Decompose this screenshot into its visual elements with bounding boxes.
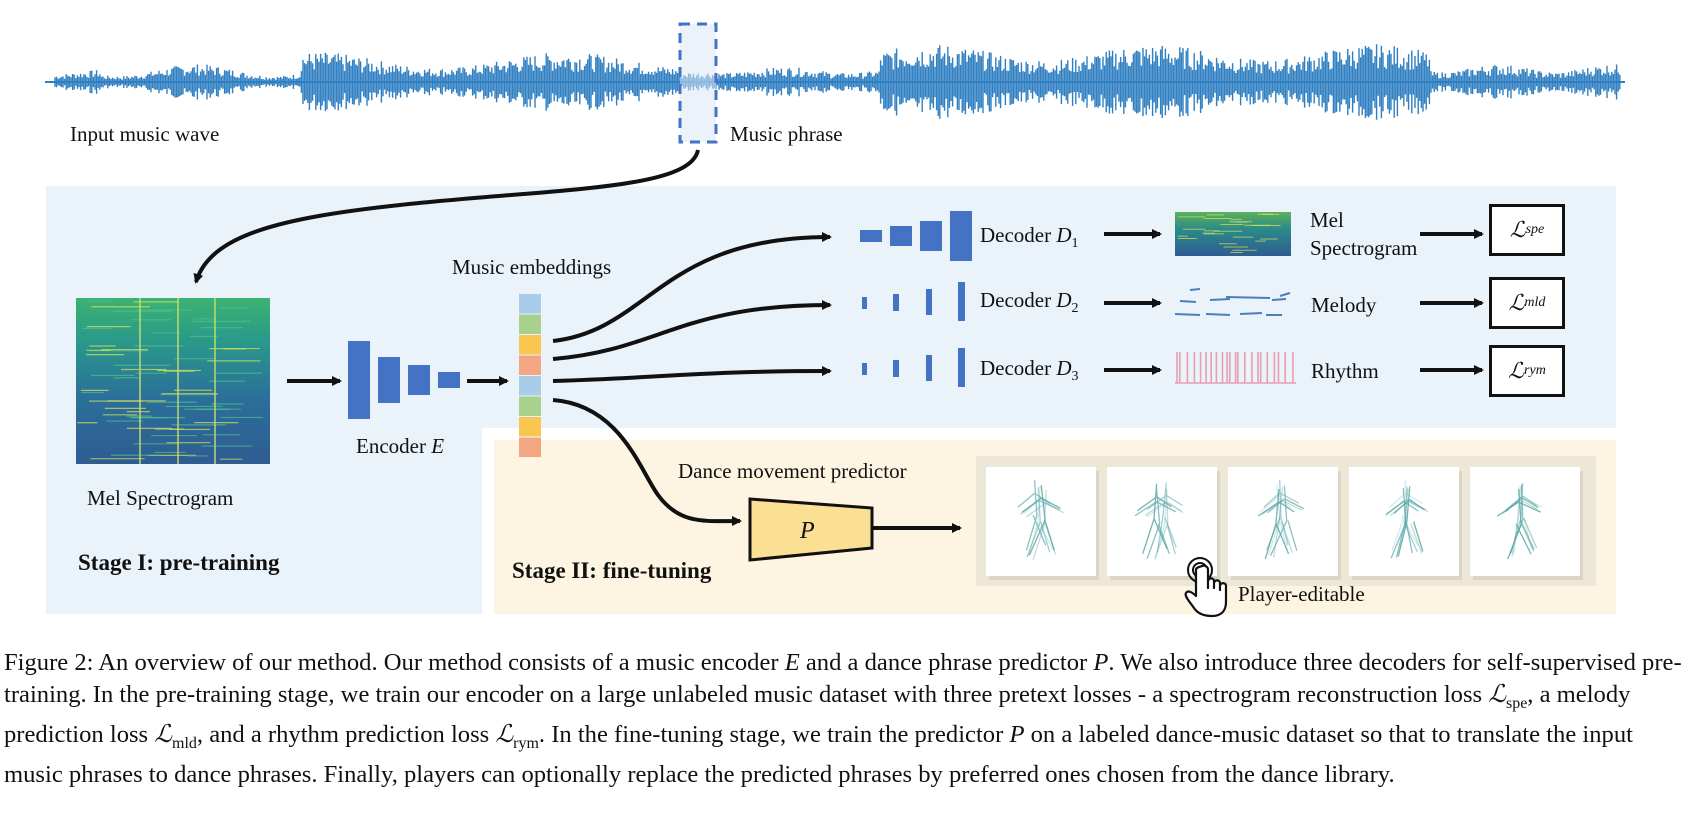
output-mel-spectrogram — [1175, 212, 1291, 256]
caption-symbol-P2: P — [1009, 720, 1025, 748]
decoder-1-label: Decoder D1 — [980, 223, 1079, 252]
embedding-cell — [519, 294, 541, 314]
output-3-label: Rhythm — [1311, 359, 1379, 383]
decoder-3-index: 3 — [1071, 369, 1079, 385]
decoder-1-index: 1 — [1071, 236, 1079, 252]
caption-loss-spe: ℒ — [1488, 680, 1506, 708]
dance-card[interactable] — [1349, 467, 1459, 576]
decoder-1-text: Decoder — [980, 223, 1052, 247]
loss-rym-sub: rym — [1524, 363, 1546, 378]
caption-symbol-P: P — [1093, 649, 1109, 676]
decoder-2-label: Decoder D2 — [980, 288, 1079, 317]
output-1-label-line2: Spectrogram — [1310, 236, 1418, 260]
arrow-to-decoder-1 — [552, 232, 832, 343]
loss-spe-symbol: ℒ — [1509, 217, 1526, 242]
loss-mld-symbol: ℒ — [1508, 290, 1525, 315]
embedding-cell — [519, 396, 541, 416]
encoder-block-diagram — [348, 341, 460, 419]
method-figure: Input music wave Music phrase Music embe… — [45, 22, 1625, 618]
caption-part-4: , a melody prediction loss — [4, 680, 1631, 748]
decoder-2-index: 2 — [1071, 301, 1079, 317]
encoder-symbol: E — [431, 434, 445, 458]
predictor-symbol: P — [800, 518, 815, 544]
embedding-cell — [519, 335, 541, 355]
phrase-to-spectrogram-arrow — [193, 149, 700, 284]
caption-symbol-E: E — [784, 649, 800, 676]
decoder-3-symbol: D — [1056, 356, 1072, 380]
decoder-3-blocks — [862, 348, 965, 387]
caption-part-7: on a labeled dance-music dataset so that… — [4, 720, 1633, 789]
output-1-label-line1: Mel — [1310, 208, 1344, 232]
music-phrase-box — [678, 22, 718, 144]
music-phrase-label: Music phrase — [730, 122, 843, 146]
caption-loss-mld-sub: mld — [172, 734, 197, 752]
dance-card[interactable] — [986, 467, 1096, 576]
dance-predictor-label: Dance movement predictor — [678, 459, 907, 483]
input-music-wave-label: Input music wave — [70, 122, 220, 146]
figure-canvas — [45, 22, 1625, 618]
player-editable-label: Player-editable — [1238, 582, 1365, 606]
embedding-cell — [519, 314, 541, 334]
predictor-block — [748, 497, 874, 562]
stage1-title: Stage I: pre-training — [78, 550, 280, 575]
caption-loss-spe-sub: spe — [1505, 694, 1528, 712]
melody-output-plot — [1174, 288, 1291, 316]
input-mel-spectrogram — [76, 298, 270, 464]
music-waveform — [45, 44, 1625, 120]
embedding-cell — [519, 355, 541, 375]
encoder-text: Encoder — [356, 434, 426, 458]
caption-part-6: . In the fine-tuning stage, we train the… — [538, 720, 1010, 748]
stage2-title: Stage II: fine-tuning — [512, 558, 712, 583]
arrow-to-decoder-2 — [552, 300, 832, 361]
arrow-to-predictor — [552, 398, 742, 527]
loss-mld-sub: mld — [1524, 295, 1546, 310]
caption-loss-rym: ℒ — [495, 720, 514, 748]
encoder-label: Encoder E — [356, 434, 444, 459]
loss-spe-sub: spe — [1525, 222, 1545, 237]
embedding-cell — [519, 417, 541, 437]
hand-pointer-icon — [1184, 557, 1228, 618]
mel-spectrogram-label: Mel Spectrogram — [87, 486, 234, 510]
decoder-3-label: Decoder D3 — [980, 356, 1079, 385]
caption-part-5: , and a rhythm prediction loss — [196, 720, 496, 748]
decoder-3-text: Decoder — [980, 356, 1052, 380]
arrow-to-decoder-3 — [552, 366, 832, 383]
decoder-2-blocks — [862, 282, 965, 321]
caption-part-1: Figure 2: An overview of our method. Our… — [4, 649, 785, 676]
dance-card[interactable] — [1228, 467, 1338, 576]
embedding-cell — [519, 376, 541, 396]
decoder-1-blocks — [860, 211, 972, 261]
rhythm-output-plot — [1175, 352, 1296, 384]
decoder-2-text: Decoder — [980, 288, 1052, 312]
caption-part-3: . We also introduce three decoders for s… — [4, 649, 1682, 708]
output-2-label: Melody — [1311, 293, 1377, 317]
figure-caption: Figure 2: An overview of our method. Our… — [4, 647, 1686, 791]
music-embeddings-label: Music embeddings — [452, 255, 612, 279]
embedding-cell — [519, 437, 541, 457]
music-embeddings-column — [519, 294, 541, 457]
dance-phrase-cards — [986, 467, 1583, 580]
caption-part-2: and a dance phrase predictor — [799, 649, 1094, 676]
decoder-2-symbol: D — [1056, 288, 1072, 312]
loss-rym-symbol: ℒ — [1508, 358, 1525, 383]
caption-loss-mld: ℒ — [154, 720, 172, 748]
decoder-1-symbol: D — [1056, 223, 1072, 247]
caption-loss-rym-sub: rym — [513, 734, 539, 752]
